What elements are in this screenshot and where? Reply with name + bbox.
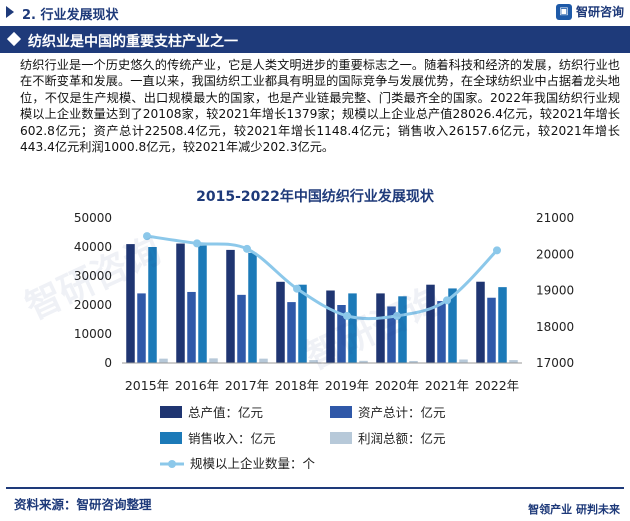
x-axis-tick-label: 2021年 [425, 378, 469, 393]
bar-3-5 [348, 293, 357, 363]
bar-4-1 [159, 358, 168, 363]
left-axis-tick-label: 50000 [74, 211, 112, 225]
x-axis-tick-label: 2020年 [375, 378, 419, 393]
right-axis-tick-label: 17000 [536, 356, 574, 370]
legend-line-marker [168, 460, 176, 468]
headline-text: 纺织业是中国的重要支柱产业之一 [28, 34, 238, 50]
line-point-2 [193, 239, 201, 248]
right-axis-tick-label: 18000 [536, 320, 574, 334]
bar-1-2 [176, 243, 185, 363]
bar-2-5 [337, 305, 346, 363]
bar-3-3 [248, 252, 257, 363]
bar-4-2 [209, 358, 218, 363]
bar-1-7 [426, 284, 435, 363]
line-point-3 [243, 244, 251, 253]
bar-2-6 [387, 306, 396, 363]
bar-3-8 [498, 287, 507, 363]
bar-1-4 [276, 281, 285, 363]
bar-4-8 [509, 360, 518, 363]
x-axis-tick-label: 2016年 [175, 378, 219, 393]
bar-4-3 [259, 358, 268, 363]
bar-4-6 [409, 360, 418, 363]
legend-swatch [160, 432, 182, 444]
legend-label: 资产总计：亿元 [358, 405, 446, 420]
left-axis-tick-label: 30000 [74, 269, 112, 283]
bar-2-2 [187, 291, 196, 363]
bar-1-3 [226, 249, 235, 363]
legend-label: 总产值：亿元 [188, 405, 263, 420]
left-axis-tick-label: 10000 [74, 327, 112, 341]
left-axis-tick-label: 40000 [74, 240, 112, 254]
bar-3-4 [298, 284, 307, 363]
bar-4-4 [309, 360, 318, 363]
line-point-1 [143, 232, 151, 241]
bar-2-4 [287, 302, 296, 363]
source-note: 资料来源：智研咨询整理 [14, 497, 152, 512]
bar-4-5 [359, 360, 368, 363]
line-point-5 [343, 311, 351, 320]
bar-1-8 [476, 281, 485, 363]
line-point-7 [443, 296, 451, 305]
right-axis-tick-label: 21000 [536, 211, 574, 225]
bar-1-6 [376, 293, 385, 363]
x-axis-tick-label: 2018年 [275, 378, 319, 393]
left-axis-tick-label: 20000 [74, 298, 112, 312]
line-point-6 [393, 311, 401, 320]
footer: 资料来源：智研咨询整理 智领产业 研判未来 [0, 487, 630, 521]
legend-label: 销售收入：亿元 [188, 431, 276, 446]
chart-title: 2015-2022年中国纺织行业发展现状 [196, 189, 434, 205]
headline-banner: 纺织业是中国的重要支柱产业之一 [0, 26, 630, 53]
bar-3-6 [398, 296, 407, 363]
legend-label: 规模以上企业数量：个 [190, 456, 316, 471]
x-axis-tick-label: 2017年 [225, 378, 269, 393]
legend-swatch [330, 406, 352, 418]
bar-3-2 [198, 245, 207, 363]
left-axis-tick-label: 0 [104, 356, 112, 370]
legend-swatch [330, 432, 352, 444]
bar-1-1 [126, 244, 135, 363]
chart-svg: 0 10000 20000 30000 40000 50000 17000 18000 1900… [74, 211, 574, 471]
brand-logo: ▣ 智研咨询 [555, 3, 624, 20]
bar-4-7 [459, 359, 468, 363]
right-axis-tick-label: 20000 [536, 247, 574, 261]
bar-2-7 [437, 301, 446, 363]
footer-divider [6, 487, 624, 489]
x-axis-tick-label: 2019年 [325, 378, 369, 393]
bar-2-3 [237, 294, 246, 363]
right-axis-tick-label: 19000 [536, 284, 574, 298]
bar-3-1 [148, 247, 157, 363]
triangle-icon [6, 6, 14, 18]
line-point-8 [493, 246, 501, 255]
legend-label: 利润总额：亿元 [358, 431, 446, 446]
bar-2-8 [487, 297, 496, 363]
x-axis-tick-label: 2022年 [475, 378, 519, 393]
line-point-4 [293, 284, 301, 293]
footer-slogan: 智领产业 研判未来 [528, 503, 620, 516]
x-axis-tick-label: 2015年 [125, 378, 169, 393]
description-paragraph: 纺织行业是一个历史悠久的传统产业，它是人类文明进步的重要标志之一。随着科技和经济… [20, 58, 620, 155]
bar-2-1 [137, 293, 146, 363]
top-bar: 2. 行业发展现状 ▣ 智研咨询 [0, 0, 630, 24]
legend-swatch [160, 406, 182, 418]
logo-icon: ▣ [555, 3, 572, 20]
diamond-icon [6, 31, 22, 47]
logo-text: 智研咨询 [575, 5, 624, 19]
bar-1-5 [326, 290, 335, 363]
section-title: 2. 行业发展现状 [22, 8, 119, 23]
bar-3-7 [448, 288, 457, 363]
